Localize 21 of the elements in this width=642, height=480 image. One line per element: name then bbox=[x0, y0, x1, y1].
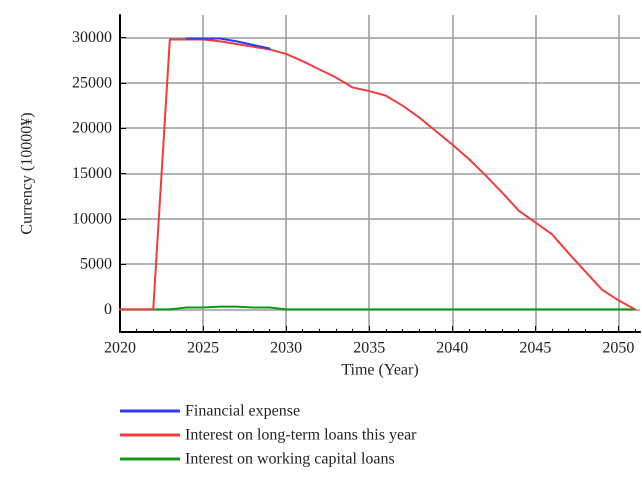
legend-label: Interest on long-term loans this year bbox=[185, 426, 418, 444]
y-axis-title: Currency (10000¥) bbox=[18, 112, 36, 235]
x-axis-title: Time (Year) bbox=[341, 362, 419, 378]
x-tick-label: 2025 bbox=[187, 340, 220, 356]
y-tick-label: 0 bbox=[104, 300, 112, 318]
y-tick-label: 20000 bbox=[72, 120, 112, 137]
y-tick-label: 10000 bbox=[72, 210, 112, 228]
y-tick-label: 15000 bbox=[72, 165, 112, 182]
x-tick-label: 2030 bbox=[270, 340, 302, 356]
y-tick-label: 5000 bbox=[80, 256, 112, 273]
x-tick-label: 2020 bbox=[104, 340, 136, 356]
y-tick-label: 30000 bbox=[72, 29, 112, 46]
legend-label: Interest on working capital loans bbox=[185, 450, 395, 468]
line-series bbox=[119, 38, 636, 310]
x-tick-label: 2040 bbox=[436, 340, 468, 356]
x-tick-label: 2050 bbox=[602, 340, 634, 356]
x-tick-label: 2035 bbox=[353, 340, 386, 356]
x-tick-label: 2045 bbox=[519, 340, 552, 356]
line-series bbox=[185, 38, 271, 50]
legend-label: Financial expense bbox=[185, 402, 300, 420]
y-tick-label: 25000 bbox=[72, 74, 112, 92]
